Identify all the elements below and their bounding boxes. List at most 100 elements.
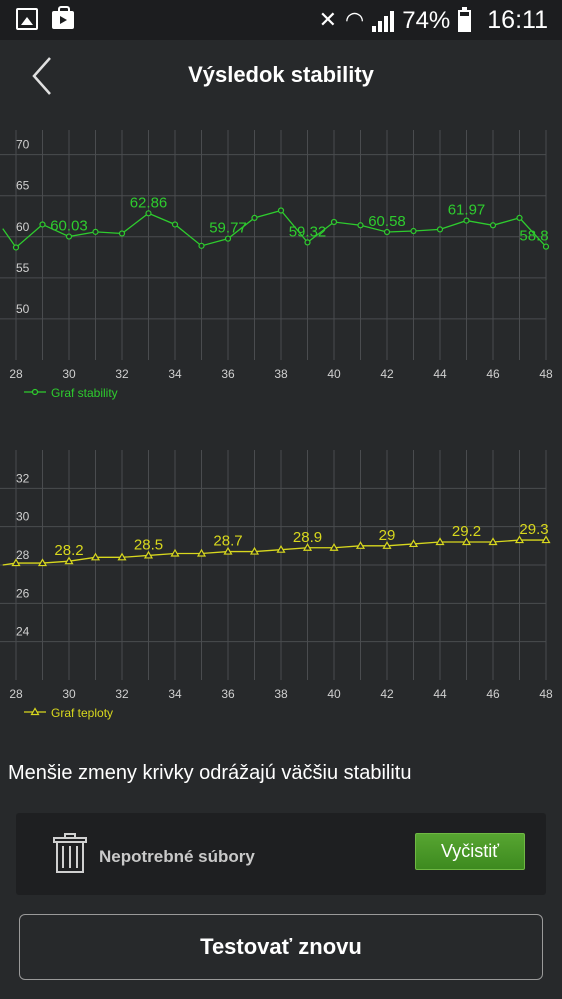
data-point [382, 541, 392, 549]
data-point [435, 537, 445, 546]
data-label: 29.2 [452, 523, 481, 540]
wifi-icon: ◠ [345, 8, 365, 33]
data-point [92, 228, 99, 235]
data-point [355, 541, 366, 549]
signal-icon [372, 10, 395, 32]
data-label: 28.9 [293, 529, 322, 546]
y-tick-label: 30 [16, 510, 30, 524]
y-tick-label: 26 [16, 586, 30, 600]
x-tick-label: 30 [62, 367, 76, 381]
y-tick-label: 70 [16, 138, 30, 152]
retest-button[interactable]: Testovať znovu [19, 914, 543, 980]
x-tick-label: 40 [327, 687, 341, 701]
data-point [514, 535, 525, 544]
x-tick-label: 36 [221, 367, 235, 381]
y-tick-label: 60 [16, 220, 30, 234]
battery-percent: 74% [402, 6, 451, 34]
x-tick-label: 36 [221, 687, 235, 701]
data-label: 59.77 [209, 220, 247, 237]
x-tick-label: 40 [327, 367, 341, 381]
data-point [383, 228, 391, 236]
stability-chart: 50 55 60 65 70 28 30 32 34 36 38 40 42 44 46 48 60.03 62.… [0, 120, 562, 410]
y-tick-label: 28 [16, 548, 30, 562]
data-point [118, 230, 126, 237]
data-point [37, 558, 48, 567]
data-point [223, 546, 233, 555]
legend-marker [31, 388, 39, 396]
x-tick-label: 42 [380, 687, 394, 701]
data-point [171, 221, 179, 228]
data-point [410, 227, 417, 235]
data-point [117, 552, 127, 561]
data-label: 28.2 [54, 542, 83, 559]
temperature-chart-svg: 24 26 28 30 32 28 30 32 34 36 38 40 42 44 46 48 28.2 28.5… [0, 450, 553, 720]
legend-label: Graf stability [51, 386, 118, 400]
x-tick-label: 30 [62, 687, 76, 701]
clock: 16:11 [487, 6, 548, 34]
data-point [198, 242, 205, 249]
status-bar: ✕ ◠ 74% 16:11 [0, 0, 562, 40]
x-tick-label: 28 [9, 687, 23, 701]
data-point [463, 217, 470, 224]
x-tick-label: 46 [486, 367, 500, 381]
legend-marker [30, 707, 40, 716]
legend-label: Graf teploty [51, 706, 113, 720]
data-point [196, 548, 207, 557]
data-point [302, 543, 313, 551]
data-point [90, 552, 101, 561]
data-label: 61.97 [448, 202, 486, 219]
data-point [12, 244, 20, 251]
gallery-notification-icon [16, 8, 38, 30]
data-point [461, 537, 472, 546]
store-notification-icon [52, 6, 74, 29]
y-tick-label: 32 [16, 471, 30, 485]
chevron-left-icon [32, 57, 51, 95]
data-point [39, 221, 46, 228]
battery-icon [458, 6, 472, 32]
data-label: 29 [379, 527, 396, 544]
data-point [329, 543, 339, 551]
y-tick-label: 24 [16, 625, 30, 639]
x-tick-label: 32 [115, 367, 129, 381]
data-point [277, 207, 285, 214]
data-point [224, 235, 232, 242]
clean-button[interactable]: Vyčistiť [415, 833, 525, 870]
x-tick-label: 32 [115, 687, 129, 701]
stability-info-text: Menšie zmeny krivky odrážajú väčšiu stab… [8, 762, 412, 784]
x-tick-label: 38 [274, 687, 288, 701]
x-tick-label: 34 [168, 367, 182, 381]
data-point [170, 548, 180, 557]
data-point [65, 233, 73, 240]
series-line [2, 209, 547, 249]
data-point [11, 558, 21, 567]
y-tick-label: 65 [16, 179, 30, 193]
trash-icon [53, 833, 87, 873]
x-tick-label: 44 [433, 687, 447, 701]
data-point [542, 243, 550, 250]
series-line [2, 539, 546, 566]
data-point [249, 546, 260, 555]
data-point [357, 222, 364, 229]
junk-files-label: Nepotrebné súbory [99, 847, 255, 866]
data-point [489, 222, 497, 229]
y-tick-label: 55 [16, 261, 30, 275]
app-bar: Výsledok stability [0, 40, 562, 115]
data-point [488, 537, 498, 546]
junk-files-card: Nepotrebné súbory Vyčistiť [16, 813, 546, 895]
data-label: 62.86 [130, 194, 168, 211]
y-tick-label: 50 [16, 302, 30, 316]
data-label: 60.03 [50, 218, 88, 235]
data-point [541, 535, 551, 544]
data-point [145, 210, 152, 217]
data-point [516, 214, 523, 221]
data-label: 28.5 [134, 536, 163, 553]
x-tick-label: 38 [274, 367, 288, 381]
page-title: Výsledok stability [188, 62, 374, 87]
mute-icon: ✕ [318, 8, 338, 33]
data-label: 29.3 [519, 521, 548, 538]
x-tick-label: 48 [539, 687, 553, 701]
back-button[interactable] [24, 54, 64, 98]
x-tick-label: 42 [380, 367, 394, 381]
data-label: 28.7 [213, 533, 242, 550]
x-tick-label: 28 [9, 367, 23, 381]
